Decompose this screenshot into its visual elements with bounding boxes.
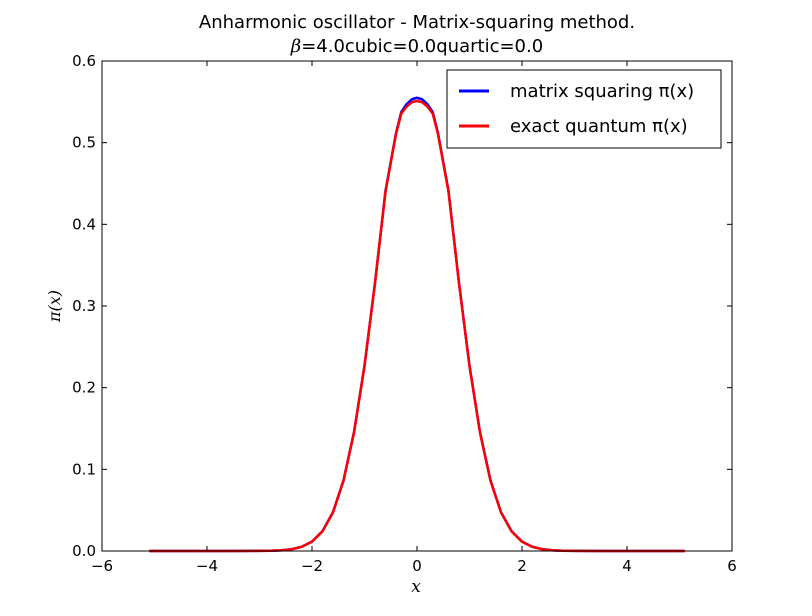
y-tick-label: 0.5	[72, 134, 96, 152]
legend-box	[446, 69, 722, 149]
y-tick-label: 0.4	[72, 215, 96, 233]
x-tick-label: −6	[91, 557, 113, 575]
subtitle-parameters: =4.0cubic=0.0quartic=0.0	[301, 36, 543, 57]
plot-area	[149, 96, 685, 553]
chart-title: Anharmonic oscillator - Matrix-squaring …	[199, 12, 635, 33]
x-tick-label: −2	[301, 557, 323, 575]
chart-subtitle: β=4.0cubic=0.0quartic=0.0	[290, 36, 543, 57]
legend-label-matrix-squaring: matrix squaring π(x)	[510, 81, 694, 102]
series-line-matrix-squaring	[149, 96, 685, 553]
x-tick-label: 2	[517, 557, 527, 575]
y-tick-label: 0.3	[72, 297, 96, 315]
x-tick-label: 4	[622, 557, 632, 575]
series-line-exact-quantum	[149, 99, 685, 553]
y-tick-label: 0.6	[72, 52, 96, 70]
subtitle-beta-symbol: β	[290, 36, 301, 57]
x-tick-label: 6	[727, 557, 737, 575]
x-axis-label: x	[411, 577, 421, 597]
axes: −6 −4 −2 0 2 4 6 0.0 0.1 0.2 0.3 0.4 0.5 0.6	[72, 52, 737, 575]
x-tick-label: 0	[412, 557, 422, 575]
y-tick-label: 0.1	[72, 460, 96, 478]
y-axis-label: π(x)	[45, 290, 64, 323]
legend-label-exact-quantum: exact quantum π(x)	[510, 116, 688, 137]
y-tick-label: 0.2	[72, 379, 96, 397]
x-tick-label: −4	[196, 557, 218, 575]
y-tick-label: 0.0	[72, 542, 96, 560]
legend: matrix squaring π(x) exact quantum π(x)	[446, 69, 722, 149]
